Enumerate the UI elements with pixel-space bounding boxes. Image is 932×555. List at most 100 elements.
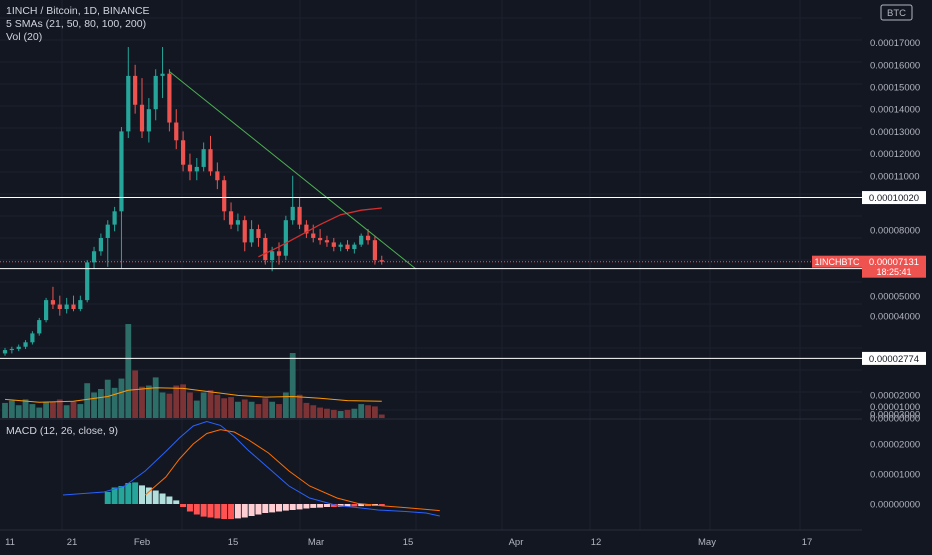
candle-body xyxy=(91,251,97,263)
volume-bar xyxy=(358,404,365,418)
volume-bar xyxy=(193,400,200,418)
time-tick-label: 15 xyxy=(228,537,239,548)
candle-body xyxy=(133,75,138,105)
macd-histogram-bar xyxy=(207,504,214,518)
time-axis[interactable]: 11 21 Feb 15 Mar 15 Apr 12 May 17 xyxy=(5,537,812,548)
candle-body xyxy=(50,300,56,305)
candle-body xyxy=(242,220,247,243)
candle-body xyxy=(379,260,384,262)
candle-body xyxy=(359,235,364,245)
volume-bar xyxy=(303,402,310,418)
time-tick-label: 12 xyxy=(591,537,602,548)
candle-body xyxy=(270,251,275,261)
ticker-tag xyxy=(812,255,862,268)
volume-bar xyxy=(91,392,97,418)
macd-histogram-bar xyxy=(193,504,200,515)
candle-body xyxy=(146,109,151,132)
macd-histogram-bar xyxy=(323,504,330,507)
volume-bar xyxy=(248,401,255,418)
candle-body xyxy=(222,180,227,212)
time-tick-label: Feb xyxy=(134,537,150,548)
price-tick-label: 0.00012000 xyxy=(870,149,920,160)
macd-histogram-bar xyxy=(234,504,241,519)
macd-histogram-bar xyxy=(330,504,337,507)
candle-body xyxy=(365,235,371,241)
volume-bar xyxy=(255,404,262,418)
macd-histogram-bar xyxy=(104,492,111,504)
volume-bar xyxy=(365,405,371,418)
time-tick-label: 11 xyxy=(5,537,15,548)
candle-body xyxy=(324,240,330,243)
candle-body xyxy=(167,73,172,123)
macd-histogram-bar xyxy=(214,504,221,519)
volume-bar xyxy=(269,401,276,418)
volume-bar xyxy=(139,386,145,418)
countdown-label: 18:25:41 xyxy=(876,267,911,277)
volume-legend: Vol (20) xyxy=(6,31,42,43)
candle-body xyxy=(78,300,83,309)
time-tick-label: 21 xyxy=(67,537,78,548)
price-tick-label: 0.00000000 xyxy=(870,414,920,425)
volume-bar xyxy=(104,379,111,418)
volume-bar xyxy=(77,404,84,418)
macd-histogram-bar xyxy=(241,504,248,518)
volume-bar xyxy=(214,394,221,418)
volume-bar xyxy=(317,407,323,418)
volume-bar xyxy=(8,400,15,418)
candles xyxy=(2,47,384,356)
price-level-label: 0.00010020 xyxy=(869,193,919,204)
macd-histogram-bar xyxy=(310,504,317,508)
candle-body xyxy=(290,206,295,221)
volume-ma-line xyxy=(4,387,382,403)
candle-body xyxy=(352,244,357,250)
candle-body xyxy=(30,333,35,343)
volume-bar xyxy=(118,378,125,418)
macd-tick-label: 0.00001000 xyxy=(870,470,920,481)
price-tick-label: 0.00015000 xyxy=(870,83,920,94)
candle-body xyxy=(338,244,343,247)
pane-separators xyxy=(0,418,862,531)
macd-line xyxy=(62,420,440,517)
macd-histogram-bar xyxy=(269,504,276,513)
sma-line xyxy=(258,207,382,258)
volume-bar xyxy=(173,385,180,418)
volume-bar xyxy=(43,401,49,418)
macd-tick-label: 0.00000000 xyxy=(870,500,920,511)
candle-body xyxy=(85,262,90,301)
candle-body xyxy=(331,242,336,247)
macd-histogram-bar xyxy=(180,504,187,507)
macd-histogram-bar xyxy=(358,504,365,507)
price-tick-label: 0.00013000 xyxy=(870,127,920,138)
volume-bar xyxy=(324,408,330,418)
macd-histogram-bar xyxy=(125,483,132,504)
volume-bar xyxy=(296,394,303,418)
volume-bars xyxy=(2,324,385,418)
macd-histogram-bar xyxy=(159,493,166,504)
volume-bar xyxy=(29,404,36,418)
volume-bar xyxy=(145,385,152,418)
candle-body xyxy=(98,237,103,252)
price-tick-label: 0.00016000 xyxy=(870,60,920,71)
price-level-tag xyxy=(862,351,926,365)
candle-body xyxy=(44,300,49,321)
currency-button[interactable] xyxy=(880,4,913,21)
volume-bar xyxy=(207,390,214,418)
candle-body xyxy=(64,304,69,309)
trendline[interactable] xyxy=(169,71,417,270)
volume-bar xyxy=(132,370,139,418)
volume-bar xyxy=(378,414,385,418)
currency-label: BTC xyxy=(887,8,906,19)
volume-bar xyxy=(166,393,173,418)
price-level-tag xyxy=(862,191,926,205)
candle-body xyxy=(194,166,199,172)
signal-line xyxy=(144,429,440,512)
candle-body xyxy=(105,224,110,238)
macd-tick-label: 0.00003000 xyxy=(870,410,920,421)
volume-bar xyxy=(276,404,282,418)
candle-body xyxy=(139,104,145,132)
sma-legend: 5 SMAs (21, 50, 80, 100, 200) xyxy=(6,18,146,30)
volume-bar xyxy=(50,401,56,418)
price-axis[interactable]: 0.00017000 0.00016000 0.00015000 0.00014000… xyxy=(870,38,920,424)
